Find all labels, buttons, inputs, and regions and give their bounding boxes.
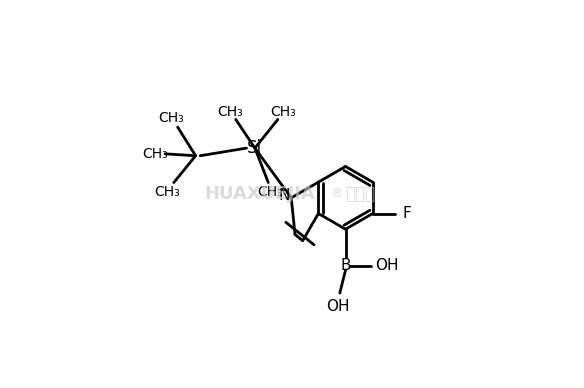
Text: CH₃: CH₃ [154,185,180,199]
Text: CH₃: CH₃ [142,147,168,161]
Text: Si: Si [248,139,262,157]
Text: HUAXUEJIA: HUAXUEJIA [204,185,315,203]
Text: B: B [340,258,351,273]
Text: N: N [279,189,290,203]
Text: CH₃: CH₃ [258,185,283,199]
Text: OH: OH [326,299,350,314]
Text: CH₃: CH₃ [217,105,243,119]
Text: OH: OH [375,258,398,273]
Text: 华学加: 华学加 [346,185,376,203]
Text: CH₃: CH₃ [271,105,297,119]
Text: ®: ® [330,187,343,201]
Text: F: F [402,206,411,221]
Text: CH₃: CH₃ [158,111,183,125]
